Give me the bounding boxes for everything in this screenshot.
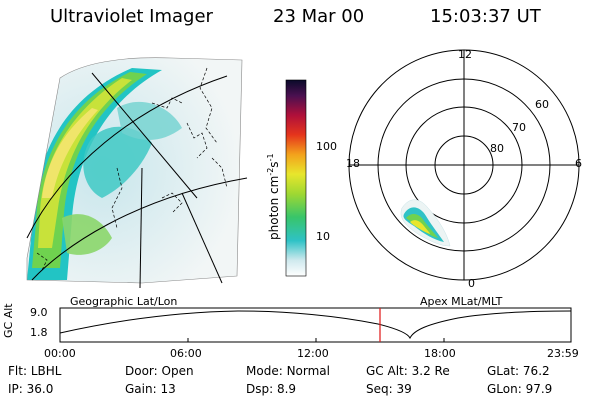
time-label: 15:03:37 UT [430,6,541,27]
mlt-label-6: 6 [575,157,582,170]
sequence-info: Seq: 39 [366,382,412,396]
geo-longitude-info: GLon: 97.9 [487,382,553,396]
gain-info: Gain: 13 [125,382,176,396]
altitude-xtick: 23:59 [547,347,579,360]
mlt-label-0: 0 [468,277,475,290]
altitude-xtick: 12:00 [297,347,329,360]
colorbar-tick-10: 10 [316,230,330,243]
geographic-panel-label: Geographic Lat/Lon [70,295,178,308]
lat-label-80: 80 [490,142,504,155]
geo-latitude-info: GLat: 76.2 [487,364,550,378]
instrument-title: Ultraviolet Imager [50,6,213,27]
altitude-xtick: 00:00 [44,347,76,360]
colorbar-tick-100: 100 [316,140,337,153]
dsp-info: Dsp: 8.9 [246,382,297,396]
lat-label-70: 70 [512,121,526,134]
colorbar-unit-label: photon cm-2s-1 [266,153,281,240]
geographic-auroral-image [26,57,248,289]
altitude-xtick: 06:00 [170,347,202,360]
polar-mlt-plot [348,49,580,281]
apex-panel-label: Apex MLat/MLT [420,295,503,308]
mode-info: Mode: Normal [246,364,330,378]
altitude-ylabel: GC Alt [2,303,15,338]
altitude-ytick-bottom: 1.8 [30,326,48,339]
lat-label-60: 60 [535,98,549,111]
altitude-timeline-plot [59,307,572,343]
door-info: Door: Open [125,364,194,378]
ip-info: IP: 36.0 [8,382,54,396]
altitude-ytick-top: 9.0 [30,306,48,319]
mlt-label-12: 12 [458,48,472,61]
intensity-colorbar [285,79,307,277]
altitude-xtick: 18:00 [424,347,456,360]
gc-altitude-info: GC Alt: 3.2 Re [366,364,450,378]
date-label: 23 Mar 00 [273,6,365,27]
altitude-curve [59,310,572,340]
filter-info: Flt: LBHL [8,364,62,378]
mlt-label-18: 18 [346,157,360,170]
